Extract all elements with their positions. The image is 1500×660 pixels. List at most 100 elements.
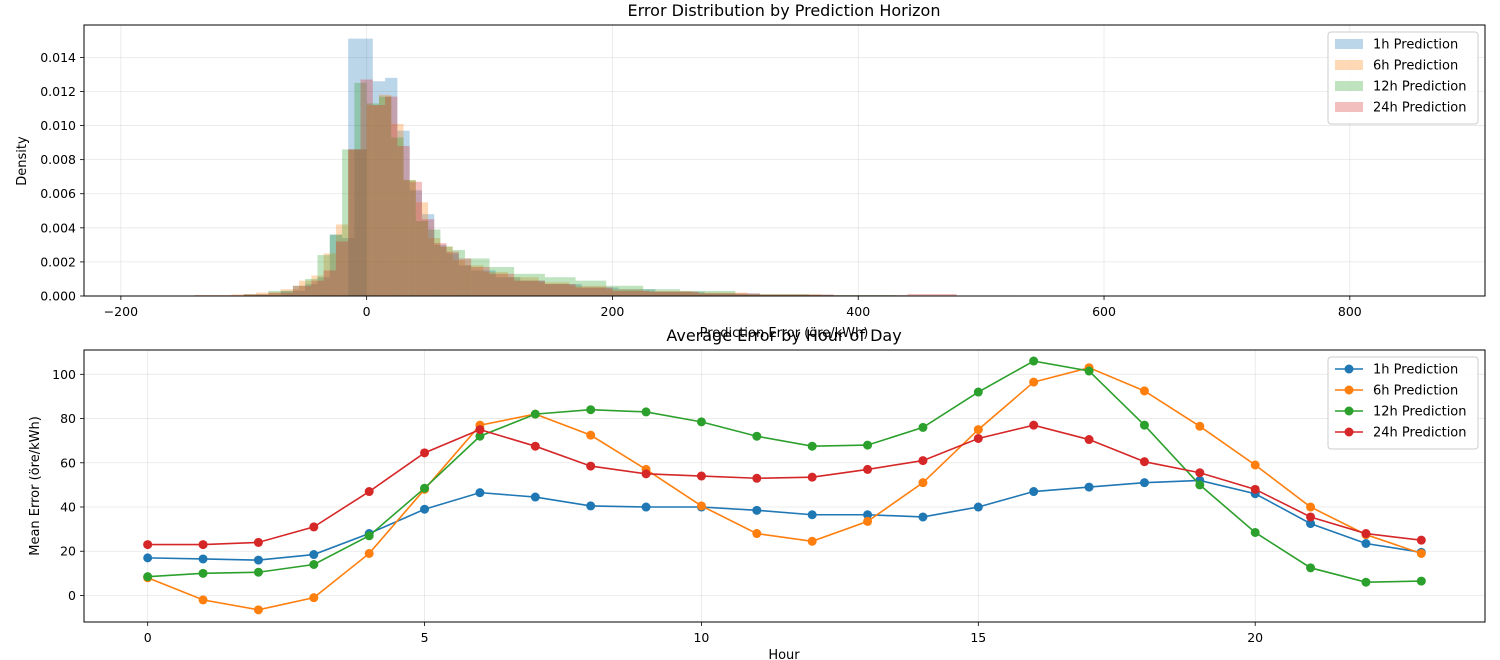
histogram-bar	[446, 253, 459, 296]
histogram-bar	[385, 77, 398, 296]
series-point	[973, 425, 983, 435]
histogram-legend-label-6h-prediction: 6h Prediction	[1373, 59, 1458, 74]
line-chart-ticks: 0 5 10 15 20 0 20 40 60 80 100	[52, 367, 1263, 645]
histogram-bar	[612, 290, 650, 296]
histogram-bar	[317, 255, 330, 296]
series-point	[1139, 420, 1149, 430]
series-point	[918, 456, 928, 466]
series-point	[309, 593, 319, 603]
histogram-bar	[698, 293, 760, 296]
series-point	[752, 505, 762, 515]
series-point	[1084, 435, 1094, 445]
line-chart-x-tick-label: 10	[693, 630, 709, 645]
histogram-series-1h-prediction	[256, 38, 1018, 296]
series-point	[253, 567, 263, 577]
histogram-legend-label-12h-prediction: 12h Prediction	[1373, 80, 1467, 95]
histogram-x-tick-label: 600	[1092, 304, 1116, 319]
histogram-bar	[507, 277, 539, 296]
series-point	[1029, 420, 1039, 430]
line-chart-y-tick-label: 60	[60, 455, 76, 470]
histogram-bar	[317, 277, 330, 296]
line-chart-legend-marker	[1344, 385, 1354, 395]
series-point	[1195, 421, 1205, 431]
histogram-legend-label-24h-prediction: 24h Prediction	[1373, 101, 1467, 116]
series-point	[586, 430, 596, 440]
histogram-bar	[489, 267, 515, 296]
histogram-bar	[292, 285, 312, 296]
histogram-bar	[409, 181, 422, 296]
histogram-bar	[366, 105, 379, 296]
series-line	[147, 424, 1422, 546]
histogram-bar	[348, 149, 367, 296]
histogram-bar	[649, 291, 699, 296]
series-point	[198, 540, 208, 550]
histogram-bar	[606, 285, 644, 296]
series-point	[364, 487, 374, 497]
series-point	[475, 488, 485, 498]
histogram-bar	[268, 292, 293, 296]
histogram-y-tick-label: 0.008	[40, 152, 76, 167]
series-line	[147, 479, 1422, 561]
histogram-bar	[428, 238, 441, 296]
histogram-bar	[342, 149, 355, 296]
histogram-x-tick-label: 800	[1338, 304, 1362, 319]
histogram-bar	[256, 292, 281, 296]
histogram-series-12h-prediction	[243, 82, 1018, 297]
series-point	[1416, 576, 1426, 586]
line-chart-y-tick-label: 20	[60, 544, 76, 559]
series-point	[530, 441, 540, 451]
histogram-bar	[514, 273, 545, 296]
histogram-y-tick-label: 0.014	[40, 50, 76, 65]
series-point	[807, 472, 817, 482]
histogram-bar	[759, 294, 834, 296]
series-point	[253, 555, 263, 565]
histogram-bar	[452, 249, 465, 296]
series-point	[253, 605, 263, 615]
histogram-bar	[464, 265, 484, 296]
series-point	[696, 417, 706, 427]
line-chart-x-axis-title: Hour	[768, 648, 800, 660]
histogram-x-tick-label: 200	[601, 304, 625, 319]
histogram-bar	[606, 289, 644, 296]
histogram-bar	[569, 285, 607, 296]
histogram-bar	[280, 290, 306, 296]
line-chart-legend-label-24h-prediction: 24h Prediction	[1373, 426, 1467, 441]
series-point	[863, 464, 873, 474]
line-series-24h-prediction	[143, 420, 1426, 550]
histogram-bar	[452, 260, 465, 296]
histogram-x-tick-label: 0	[363, 304, 371, 319]
series-point	[1250, 460, 1260, 470]
series-point	[863, 516, 873, 526]
series-point	[1139, 386, 1149, 396]
line-chart-y-tick-label: 80	[60, 411, 76, 426]
line-chart-legend-label-1h-prediction: 1h Prediction	[1373, 363, 1458, 378]
series-point	[143, 572, 153, 582]
series-point	[641, 469, 651, 479]
series-point	[364, 531, 374, 541]
histogram-bar	[514, 280, 545, 296]
histogram-bar	[544, 284, 576, 296]
histogram-bar	[434, 244, 447, 296]
series-point	[807, 536, 817, 546]
histogram-bar	[311, 280, 324, 296]
histogram-bar	[335, 241, 349, 296]
series-point	[1139, 457, 1149, 467]
series-point	[641, 407, 651, 417]
series-point	[752, 473, 762, 483]
series-point	[475, 425, 485, 435]
histogram-legend-swatch	[1335, 39, 1363, 49]
histogram-bar	[575, 287, 613, 296]
histogram-bar	[458, 258, 472, 296]
line-chart-series	[143, 356, 1426, 615]
histogram-bar	[458, 265, 472, 296]
histogram-bar	[385, 96, 398, 297]
histogram-bar	[354, 82, 367, 297]
histogram-bar	[378, 94, 392, 297]
histogram-series-24h-prediction	[194, 79, 1018, 297]
series-point	[918, 478, 928, 488]
histogram-bar	[403, 180, 416, 296]
series-point	[1361, 577, 1371, 587]
histogram-bar	[354, 149, 367, 296]
series-point	[1139, 478, 1149, 488]
histogram-legend-box	[1327, 31, 1479, 125]
